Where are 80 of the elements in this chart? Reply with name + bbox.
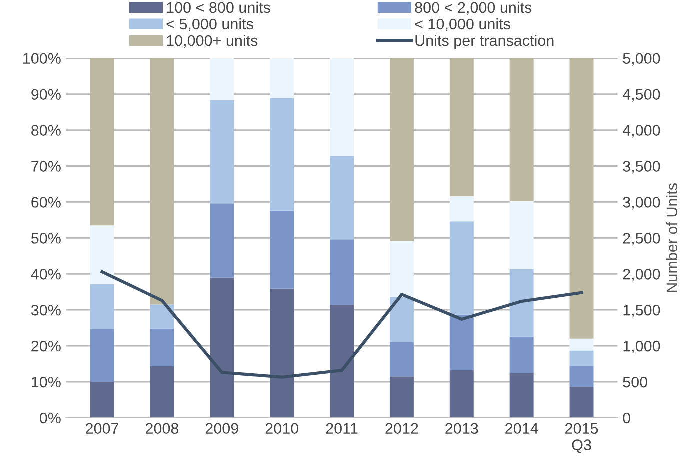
bar [150,304,174,329]
bar [450,370,474,418]
bar [330,58,354,156]
bar [270,210,294,289]
y2-tick-label: 4,500 [622,89,660,102]
bar [390,297,414,342]
legend-label: Units per transaction [416,34,554,50]
y-tick-label: 80% [32,125,61,136]
bar [570,366,594,388]
bar [150,58,174,305]
bar [450,314,474,370]
y-tick-label: 30% [31,304,61,316]
bar [210,278,234,418]
y-tick-label: 70% [32,161,61,172]
bar [570,338,594,351]
bar [570,387,594,418]
bar [510,336,534,374]
bar [510,269,534,337]
y-tick-label: 90% [32,89,61,100]
y-tick-label: 0% [40,412,61,424]
bar [270,288,294,418]
bar [330,156,354,240]
bar [450,58,474,196]
bar [150,366,174,418]
legend-label: < 5,000 units [166,18,254,32]
bar [90,284,114,330]
y2-axis-title: Number of Units [666,184,678,292]
x-tick-label: 2009 [206,423,238,434]
bar [210,100,234,204]
y-tick-label: 50% [31,233,61,244]
y-tick-label: 40% [31,268,61,280]
x-tick-label: 2008 [146,423,179,434]
x-tick-label: 2011 [326,423,358,434]
bar [270,98,294,211]
bar [390,342,414,377]
bar [390,241,414,298]
bar [150,328,174,367]
y-tick-label: 10% [32,376,61,388]
legend-label: 800 < 2,000 units [415,2,532,15]
bar [330,305,354,418]
y-tick-label: 60% [32,197,61,208]
y2-tick-label: 1,000 [624,340,660,354]
bar [90,382,114,418]
bar [510,201,534,270]
y2-tick-label: 0 [623,412,630,424]
bar [570,350,594,366]
y2-tick-label: 2,500 [623,233,660,246]
y-tick-label: 100% [24,53,61,64]
bar [510,58,534,202]
bar [450,196,474,222]
y2-tick-label: 1,500 [624,304,660,318]
y2-tick-label: 2,000 [623,268,660,282]
bar [90,58,114,226]
x-tick-label: 2013 [446,423,478,434]
bar [90,226,114,285]
bar [210,58,234,100]
y2-tick-label: 500 [623,376,648,388]
bar [390,58,414,242]
bar [210,204,234,278]
legend-label: < 10,000 units [415,18,510,32]
bar [390,376,414,418]
x-tick-label: 2015 Q3 [566,423,598,454]
legend-label: 10,000+ units [167,34,258,48]
x-tick-label: 2012 [386,423,418,434]
y2-tick-label: 3,000 [623,197,660,210]
x-tick-label: 2007 [86,423,118,434]
x-tick-label: 2010 [266,423,298,434]
bar [330,240,354,306]
line-series [100,270,584,379]
bar [510,373,534,418]
bar [450,222,474,315]
x-tick-label: 2014 [506,423,538,434]
legend-label: 100 < 800 units [167,2,270,14]
y-tick-label: 20% [32,340,61,352]
y2-tick-label: 3,500 [623,161,660,174]
y2-tick-label: 5,000 [623,53,660,66]
bar [270,58,294,98]
y2-tick-label: 4,000 [622,125,660,138]
bar [90,330,114,382]
bar [570,58,594,339]
